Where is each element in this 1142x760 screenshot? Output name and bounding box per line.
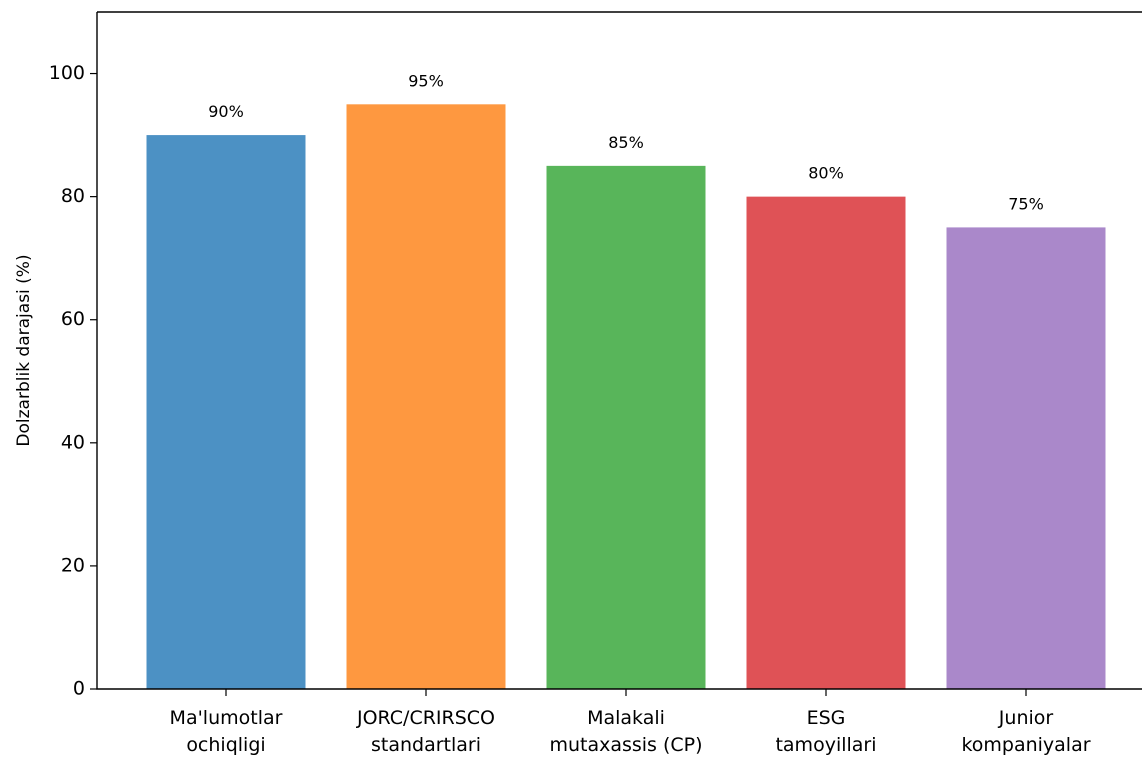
bars-layer	[146, 104, 1106, 690]
x-category-label: Malakali mutaxassis (CP)	[549, 707, 702, 756]
y-tick-label: 100	[49, 62, 85, 84]
x-category-label-line: kompaniyalar	[961, 734, 1090, 756]
x-category-label-line: JORC/CRIRSCO	[356, 707, 495, 729]
x-category-label-line: Junior	[998, 707, 1054, 729]
y-axis-title: Dolzarblik darajasi (%)	[14, 254, 34, 446]
bar	[546, 165, 706, 689]
y-tick-label: 40	[61, 431, 85, 453]
data-label: 80%	[808, 164, 844, 183]
y-ticks-layer: 0 20 40 60 80 100	[49, 62, 97, 700]
data-label: 75%	[1008, 194, 1044, 213]
x-category-label-line: Malakali	[587, 707, 665, 729]
bar	[146, 135, 306, 689]
axes-frame	[96, 11, 1142, 690]
y-tick-label: 20	[61, 554, 85, 576]
bar	[746, 196, 906, 690]
bar	[346, 104, 506, 690]
data-label: 85%	[608, 133, 644, 152]
x-category-label-line: ochiqligi	[186, 734, 265, 756]
y-tick-label: 0	[73, 678, 85, 700]
data-label: 95%	[408, 71, 444, 90]
x-category-label-line: ESG	[807, 707, 846, 729]
x-category-label-line: Ma'lumotlar	[170, 707, 283, 729]
x-category-label: Ma'lumotlar ochiqligi	[170, 707, 283, 756]
x-category-label: JORC/CRIRSCO standartlari	[356, 707, 495, 756]
x-category-label: Junior kompaniyalar	[961, 707, 1090, 756]
x-category-label-line: standartlari	[371, 734, 481, 756]
y-tick-label: 80	[61, 185, 85, 207]
x-categories-layer: Ma'lumotlar ochiqligi JORC/CRIRSCO standart…	[170, 689, 1091, 756]
y-tick-label: 60	[61, 308, 85, 330]
data-labels-layer: 90% 95% 85% 80% 75%	[208, 71, 1044, 213]
x-category-label: ESG tamoyillari	[775, 707, 876, 756]
data-label: 90%	[208, 102, 244, 121]
x-category-label-line: mutaxassis (CP)	[549, 734, 702, 756]
x-category-label-line: tamoyillari	[775, 734, 876, 756]
bar	[946, 227, 1106, 689]
